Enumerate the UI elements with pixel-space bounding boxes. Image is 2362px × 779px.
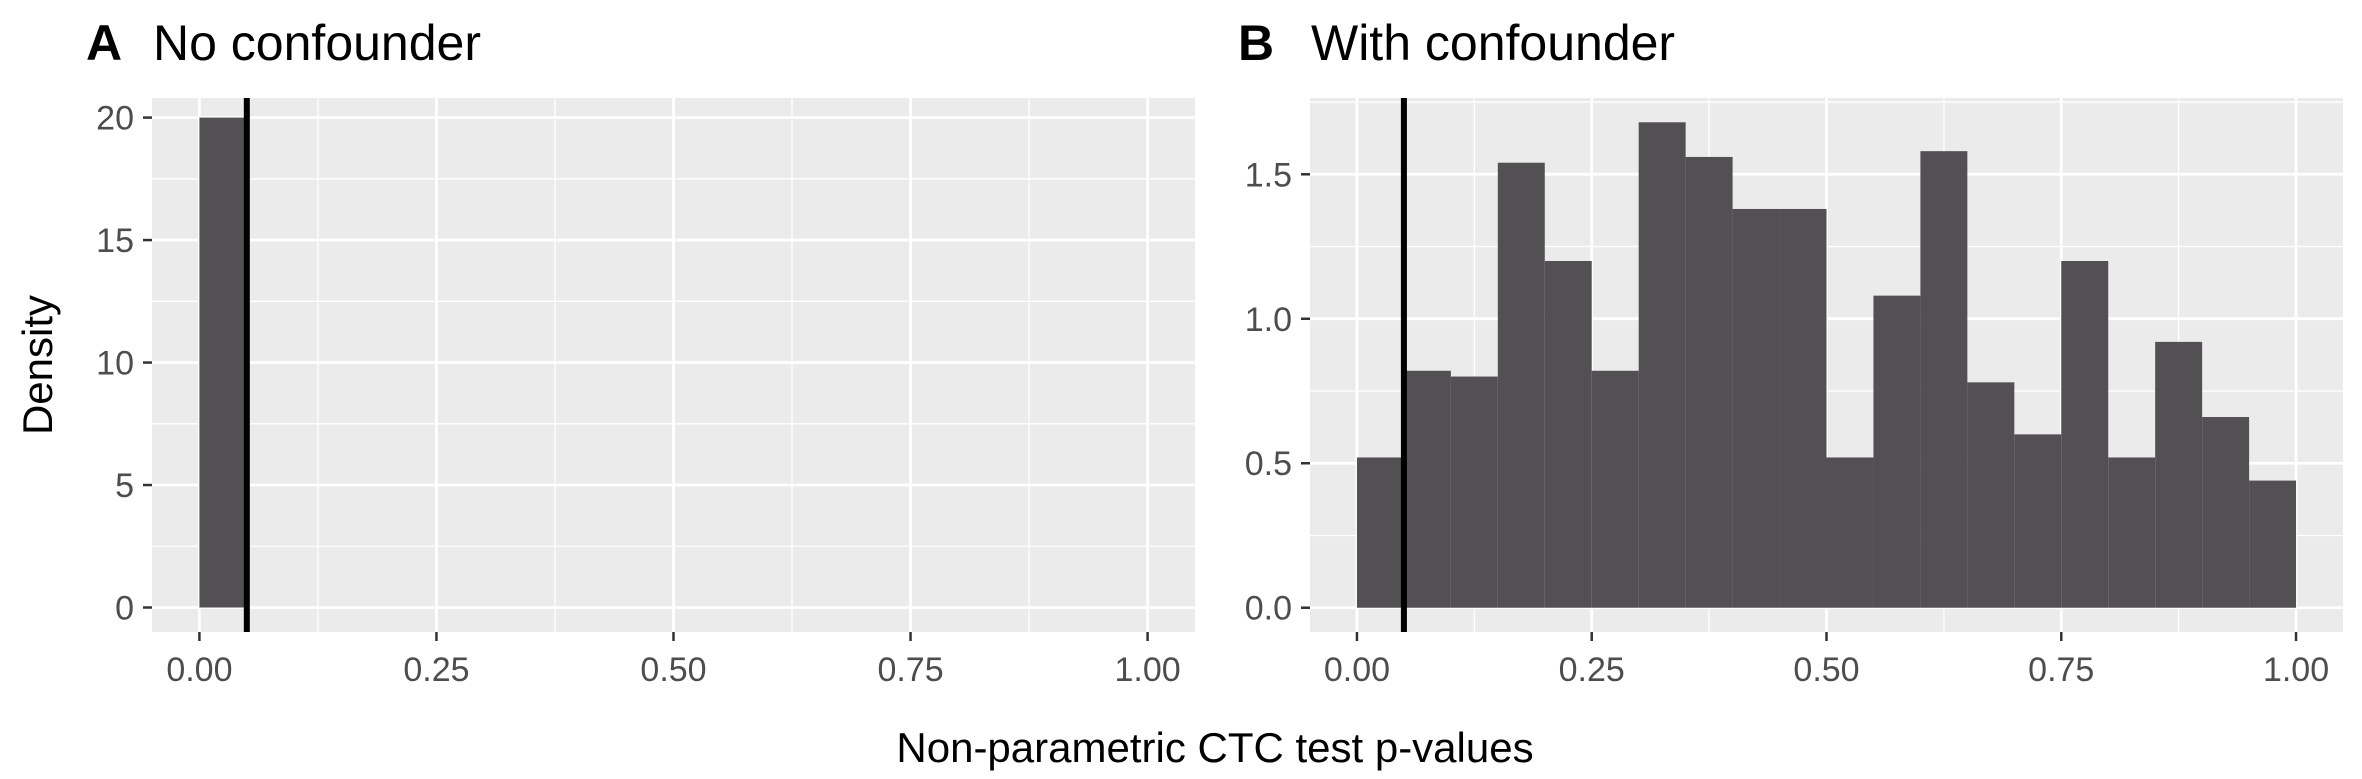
panel-a-title: No confounder bbox=[153, 15, 481, 71]
panel-b-histogram-bar bbox=[1967, 382, 2015, 608]
panel-a-x-tick-label: 0.50 bbox=[640, 651, 706, 689]
panel-b-y-tick-label: 1.0 bbox=[1245, 301, 1292, 339]
panel-b-histogram-bar bbox=[2061, 260, 2109, 608]
panel-a-tag: A bbox=[86, 15, 122, 71]
panel-b-x-tick-label: 0.00 bbox=[1324, 651, 1390, 689]
panel-a-plot-area: 0.00 0.25 0.50 0.75 1.00 0 5 10 15 20 bbox=[96, 98, 1195, 689]
panel-b-histogram-bar bbox=[1685, 156, 1733, 608]
panel-b-histogram-bar bbox=[1873, 295, 1921, 608]
panel-a-x-tick-label: 0.25 bbox=[403, 651, 469, 689]
panel-b-histogram-bar bbox=[2202, 417, 2250, 608]
panel-b-title: With confounder bbox=[1311, 15, 1675, 71]
panel-b-histogram-bar bbox=[1356, 457, 1404, 608]
panel-b-x-tick-label: 1.00 bbox=[2263, 651, 2329, 689]
panel-b-histogram-bar bbox=[2108, 457, 2156, 608]
panel-a-histogram-bar bbox=[199, 117, 247, 608]
panel-b-x-tick-label: 0.75 bbox=[2028, 651, 2094, 689]
panel-b-y-tick-label: 0.0 bbox=[1245, 590, 1292, 628]
x-axis-title: Non-parametric CTC test p-values bbox=[896, 724, 1533, 771]
panel-a-y-tick-label: 5 bbox=[115, 467, 134, 505]
panel-b-histogram-bar bbox=[1732, 208, 1780, 608]
panel-b-x-tick-label: 0.25 bbox=[1559, 651, 1625, 689]
panel-b-x-tick-label: 0.50 bbox=[1793, 651, 1859, 689]
panel-b-plot-area: 0.00 0.25 0.50 0.75 1.00 0.0 0.5 1.0 1.5 bbox=[1245, 98, 2343, 689]
panel-b-histogram-bar bbox=[1591, 370, 1639, 608]
panel-b-y-tick-label: 0.5 bbox=[1245, 445, 1292, 483]
panel-a-y-tick-label: 20 bbox=[96, 100, 134, 138]
panel-b-histogram-bar bbox=[1826, 457, 1874, 608]
panel-b-histogram-bar bbox=[2249, 480, 2297, 608]
panel-a-x-tick-label: 0.75 bbox=[877, 651, 943, 689]
panel-b-y-tick-label: 1.5 bbox=[1245, 156, 1292, 194]
panel-a-y-tick-label: 15 bbox=[96, 222, 134, 260]
panel-b-histogram-bar bbox=[2155, 341, 2203, 608]
panel-a-no-confounder: A No confounder 0.00 0.25 0.50 0.75 1.00 0 5 10… bbox=[86, 15, 1195, 689]
panel-b-histogram-bar bbox=[1497, 162, 1545, 608]
panel-b-tag: B bbox=[1238, 15, 1274, 71]
panel-b-histogram-bar bbox=[2014, 434, 2062, 608]
panel-b-histogram-bar bbox=[1779, 208, 1827, 608]
panel-b-histogram-bar bbox=[1450, 376, 1498, 608]
panel-a-x-tick-label: 1.00 bbox=[1114, 651, 1180, 689]
panel-b-histogram-bar bbox=[1920, 151, 1968, 608]
y-axis-title: Density bbox=[14, 295, 61, 435]
panel-b-histogram-bar bbox=[1638, 122, 1686, 608]
panel-b-histogram-bar bbox=[1403, 370, 1451, 608]
panel-a-y-tick-label: 10 bbox=[96, 345, 134, 383]
panel-a-x-tick-label: 0.00 bbox=[166, 651, 232, 689]
panel-b-with-confounder: B With confounder 0.00 0.25 0.50 0.75 1.000.… bbox=[1238, 15, 2343, 689]
panel-a-y-tick-label: 0 bbox=[115, 590, 134, 628]
panel-b-histogram-bar bbox=[1544, 260, 1592, 608]
